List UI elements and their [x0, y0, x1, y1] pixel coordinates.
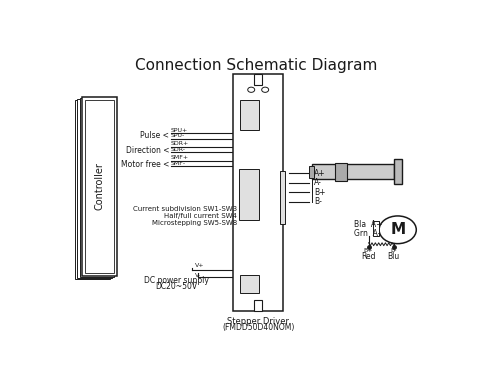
- Text: SPU+: SPU+: [171, 128, 188, 133]
- Bar: [280, 171, 285, 224]
- Text: Grn  A-: Grn A-: [354, 229, 380, 238]
- Text: Direction <: Direction <: [126, 146, 169, 155]
- Circle shape: [262, 87, 268, 92]
- Text: B+: B+: [364, 248, 374, 253]
- Text: Motor free <: Motor free <: [120, 160, 169, 170]
- Text: A-: A-: [314, 178, 322, 187]
- Bar: [372, 220, 380, 236]
- Text: Microstepping SW5-SW8: Microstepping SW5-SW8: [152, 220, 237, 226]
- Text: Controller: Controller: [94, 162, 104, 210]
- Text: Pulse <: Pulse <: [140, 132, 169, 141]
- Text: Connection Schematic Diagram: Connection Schematic Diagram: [135, 58, 378, 73]
- Bar: [239, 169, 259, 220]
- Text: B+: B+: [314, 188, 326, 197]
- Bar: [310, 166, 314, 178]
- Text: B-: B-: [314, 197, 322, 206]
- Text: DC20~50V: DC20~50V: [156, 282, 198, 291]
- Bar: [233, 74, 283, 310]
- Text: B-: B-: [390, 248, 397, 253]
- Bar: [80, 98, 114, 277]
- Text: V-: V-: [196, 273, 202, 278]
- Text: V+: V+: [196, 262, 205, 267]
- Circle shape: [248, 87, 254, 92]
- Text: Stepper Driver: Stepper Driver: [227, 317, 289, 326]
- Bar: [84, 100, 114, 273]
- Text: Current subdivision SW1-SW3: Current subdivision SW1-SW3: [133, 206, 237, 212]
- Bar: [82, 97, 117, 276]
- Text: DC power supply: DC power supply: [144, 276, 209, 285]
- Text: SDR+: SDR+: [171, 141, 189, 146]
- Text: Blu: Blu: [388, 252, 400, 261]
- Bar: [394, 159, 402, 184]
- Text: SPU-: SPU-: [171, 134, 185, 138]
- Bar: [254, 300, 262, 310]
- Bar: [77, 99, 112, 278]
- Bar: [335, 163, 347, 181]
- Bar: [312, 164, 394, 179]
- Bar: [240, 274, 258, 293]
- Text: Half/full current SW4: Half/full current SW4: [164, 213, 237, 219]
- Text: Red: Red: [362, 252, 376, 261]
- Text: SDR-: SDR-: [171, 147, 186, 152]
- Text: Bla  A+: Bla A+: [354, 219, 382, 228]
- Text: SMF+: SMF+: [171, 155, 189, 160]
- Bar: [240, 100, 258, 130]
- Bar: [75, 100, 110, 279]
- Text: M: M: [390, 222, 405, 237]
- Text: A+: A+: [314, 169, 326, 178]
- Text: SMF-: SMF-: [171, 161, 186, 166]
- Bar: [254, 74, 262, 86]
- Text: (FMDD50D40NOM): (FMDD50D40NOM): [222, 323, 294, 332]
- Circle shape: [379, 216, 416, 244]
